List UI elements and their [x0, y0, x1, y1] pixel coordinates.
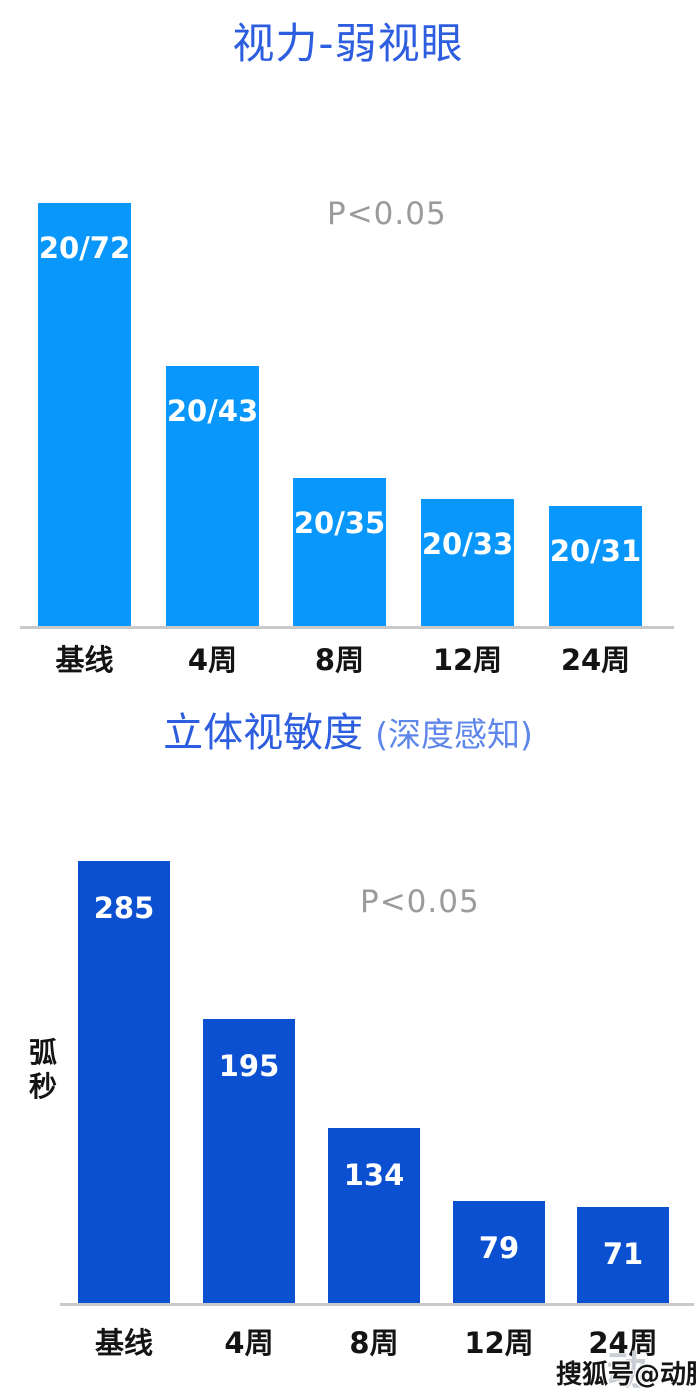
x-tick-label: 24周: [588, 1326, 658, 1360]
chart1-title: 视力-弱视眼: [232, 19, 464, 68]
bar-4周: [203, 1019, 295, 1303]
x-tick-label: 12周: [432, 643, 503, 677]
bar-8周: [328, 1128, 420, 1303]
x-tick-label: 基线: [55, 643, 114, 677]
vb-brand-logo: VB 动脉网 ®: [538, 1338, 696, 1388]
bar-12周: [421, 499, 514, 626]
bar-基线: [78, 861, 170, 1303]
x-tick-label: 24周: [560, 643, 631, 677]
bar-4周: [166, 366, 259, 626]
x-tick-label: 4周: [224, 1326, 274, 1360]
bar-value-label: 79: [478, 1231, 520, 1265]
bar-value-label: 20/43: [166, 394, 259, 428]
x-tick-label: 12周: [464, 1326, 534, 1360]
bar-value-label: 20/33: [421, 527, 514, 561]
bar-value-label: 20/35: [293, 506, 386, 540]
x-axis-line: [20, 626, 674, 629]
p-value-annotation: P<0.05: [360, 884, 480, 920]
bar-value-label: 285: [93, 891, 155, 925]
bar-value-label: 195: [218, 1049, 280, 1083]
p-value-annotation: P<0.05: [327, 196, 447, 232]
x-tick-label: 基线: [94, 1326, 154, 1360]
bar-8周: [293, 478, 386, 626]
bar-24周: [577, 1207, 669, 1303]
bar-value-label: 20/72: [38, 231, 131, 265]
bar-基线: [38, 203, 131, 626]
bar-value-label: 20/31: [549, 534, 642, 568]
x-tick-label: 8周: [314, 643, 365, 677]
chart2-title-main: 立体视敏度: [163, 710, 364, 756]
bar-value-label: 134: [343, 1158, 405, 1192]
bar-value-label: 71: [602, 1237, 644, 1271]
bar-24周: [549, 506, 642, 626]
watermark: VB 动脉网 ® 搜狐号@动脉网: [538, 1332, 696, 1388]
y-axis-label: 弧 秒: [28, 1036, 57, 1103]
watermark-text: 搜狐号@动脉网: [556, 1360, 696, 1388]
x-tick-label: 4周: [187, 643, 238, 677]
x-axis-line: [60, 1303, 694, 1306]
chart2-title-sub: (深度感知): [375, 715, 533, 754]
brand-name: 动脉网: [606, 1348, 648, 1388]
x-tick-label: 8周: [349, 1326, 399, 1360]
bar-12周: [453, 1201, 545, 1303]
chart2-title: 立体视敏度 (深度感知): [0, 700, 696, 758]
